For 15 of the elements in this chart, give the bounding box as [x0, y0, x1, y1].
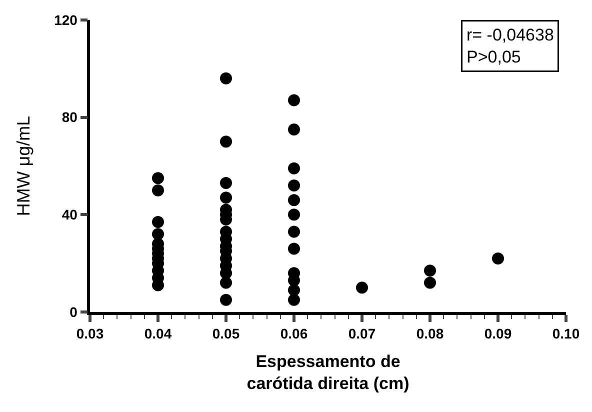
y-axis-title: HMW μg/mL — [13, 116, 34, 216]
annotation: r= -0,04638 P>0,05 — [466, 26, 554, 67]
x-tick-label: 0.07 — [348, 326, 376, 342]
x-tick-label: 0.04 — [144, 326, 172, 342]
x-tick-label: 0.09 — [484, 326, 512, 342]
y-tick-label: 0 — [70, 304, 78, 320]
x-tick-label: 0.05 — [212, 326, 240, 342]
x-tick-label: 0.08 — [416, 326, 444, 342]
y-tick-label: 40 — [62, 206, 78, 223]
y-tick-label: 120 — [54, 12, 78, 28]
y-tick-label: 80 — [62, 109, 78, 126]
x-tick-label: 0.03 — [76, 326, 104, 342]
x-tick-label: 0.06 — [280, 326, 308, 342]
x-axis-title: Espessamento de carótida direita (cm) — [246, 352, 410, 394]
x-tick-label: 0.10 — [552, 326, 580, 342]
